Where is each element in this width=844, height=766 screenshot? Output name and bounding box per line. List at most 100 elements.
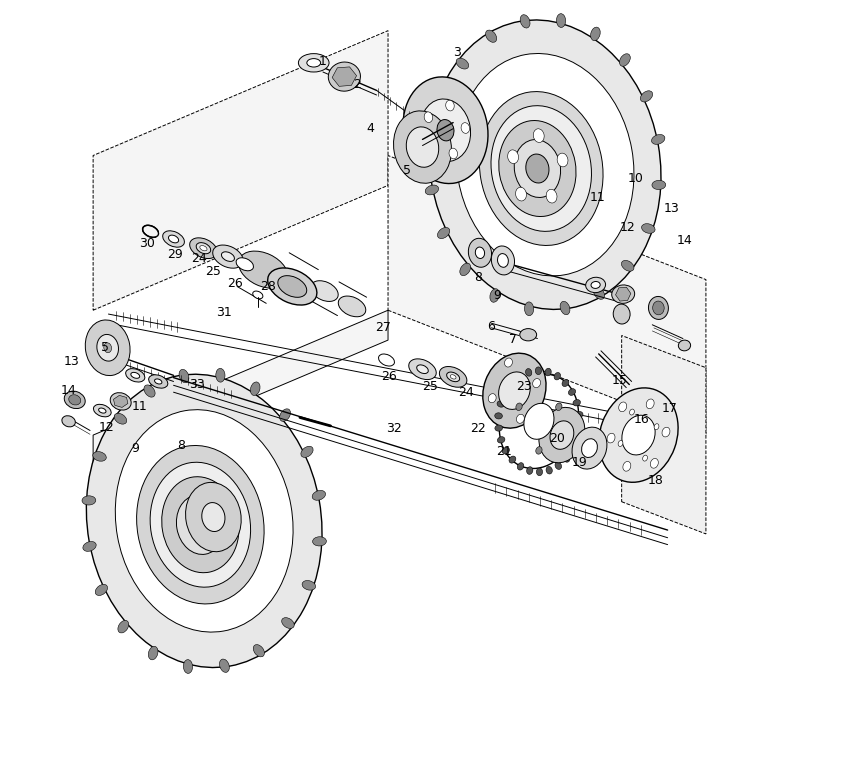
Ellipse shape	[501, 390, 508, 397]
Ellipse shape	[556, 14, 565, 28]
Text: 2: 2	[353, 78, 361, 90]
Ellipse shape	[186, 483, 241, 552]
Ellipse shape	[68, 394, 81, 405]
Ellipse shape	[504, 358, 511, 367]
Ellipse shape	[485, 30, 496, 42]
Text: 18: 18	[647, 474, 663, 486]
Ellipse shape	[143, 385, 155, 397]
Ellipse shape	[328, 62, 360, 91]
Ellipse shape	[516, 373, 522, 381]
Text: 8: 8	[473, 271, 481, 283]
Ellipse shape	[497, 254, 508, 267]
Ellipse shape	[86, 375, 322, 667]
Ellipse shape	[507, 381, 515, 388]
Ellipse shape	[590, 281, 599, 289]
Polygon shape	[332, 67, 356, 87]
Ellipse shape	[393, 111, 451, 183]
Ellipse shape	[592, 287, 603, 300]
Ellipse shape	[196, 243, 210, 254]
Ellipse shape	[221, 252, 234, 261]
Ellipse shape	[555, 403, 561, 411]
Ellipse shape	[619, 54, 630, 67]
Ellipse shape	[544, 368, 550, 376]
Ellipse shape	[235, 258, 253, 270]
Ellipse shape	[446, 372, 459, 381]
Text: 32: 32	[386, 422, 402, 434]
Ellipse shape	[278, 276, 306, 297]
Ellipse shape	[532, 378, 540, 388]
Ellipse shape	[93, 452, 106, 461]
Ellipse shape	[115, 410, 293, 632]
Text: 15: 15	[611, 375, 626, 387]
Ellipse shape	[622, 461, 630, 471]
Ellipse shape	[168, 235, 178, 243]
Ellipse shape	[536, 468, 542, 476]
Ellipse shape	[535, 447, 542, 454]
Text: 11: 11	[131, 401, 147, 413]
Ellipse shape	[311, 490, 325, 500]
Ellipse shape	[629, 409, 634, 415]
Ellipse shape	[490, 246, 514, 275]
Text: 5: 5	[403, 164, 411, 176]
Text: 26: 26	[227, 277, 242, 290]
Ellipse shape	[424, 112, 432, 123]
Ellipse shape	[456, 54, 633, 276]
Ellipse shape	[501, 447, 509, 454]
Text: 4: 4	[366, 123, 374, 135]
Ellipse shape	[508, 456, 515, 463]
Text: 27: 27	[374, 321, 390, 333]
Ellipse shape	[189, 237, 217, 259]
Ellipse shape	[581, 439, 597, 457]
Ellipse shape	[545, 466, 552, 474]
Text: 30: 30	[139, 237, 155, 250]
Polygon shape	[93, 31, 387, 310]
Ellipse shape	[611, 285, 634, 303]
Text: 11: 11	[588, 192, 604, 204]
Ellipse shape	[62, 416, 75, 427]
Ellipse shape	[425, 185, 438, 195]
Ellipse shape	[149, 647, 158, 660]
Ellipse shape	[202, 502, 225, 532]
Ellipse shape	[94, 404, 111, 417]
Ellipse shape	[176, 495, 224, 555]
Ellipse shape	[490, 289, 499, 303]
Ellipse shape	[475, 247, 484, 258]
Ellipse shape	[496, 401, 504, 408]
Ellipse shape	[179, 369, 189, 383]
Ellipse shape	[163, 231, 184, 247]
Ellipse shape	[641, 224, 654, 234]
Ellipse shape	[524, 302, 533, 316]
Ellipse shape	[268, 268, 316, 305]
Ellipse shape	[515, 187, 526, 201]
Ellipse shape	[618, 402, 626, 411]
Ellipse shape	[568, 446, 576, 453]
Ellipse shape	[448, 148, 457, 159]
Text: 28: 28	[260, 280, 276, 293]
Text: 5: 5	[100, 342, 109, 354]
Ellipse shape	[416, 365, 428, 374]
Polygon shape	[387, 155, 705, 434]
Ellipse shape	[651, 135, 664, 144]
Ellipse shape	[575, 411, 582, 417]
Ellipse shape	[252, 291, 262, 299]
Text: 25: 25	[422, 380, 437, 392]
Ellipse shape	[554, 372, 560, 380]
Ellipse shape	[219, 659, 229, 673]
Ellipse shape	[150, 462, 251, 588]
Ellipse shape	[620, 260, 633, 271]
Ellipse shape	[516, 414, 523, 424]
Ellipse shape	[621, 415, 654, 455]
Text: 12: 12	[99, 421, 115, 434]
Text: 7: 7	[508, 333, 517, 345]
Ellipse shape	[199, 246, 207, 250]
Ellipse shape	[408, 358, 436, 380]
Ellipse shape	[647, 296, 668, 319]
Ellipse shape	[640, 91, 652, 102]
Ellipse shape	[429, 20, 660, 309]
Text: 20: 20	[549, 432, 565, 444]
Ellipse shape	[137, 446, 264, 604]
Text: 13: 13	[663, 202, 679, 214]
Ellipse shape	[678, 340, 690, 351]
Text: 9: 9	[492, 290, 500, 302]
Ellipse shape	[281, 617, 294, 628]
